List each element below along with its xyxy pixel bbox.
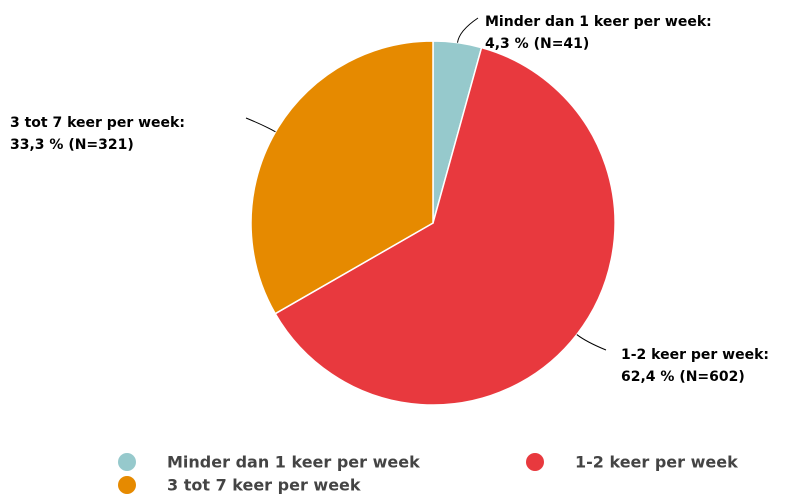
legend-label: 1-2 keer per week xyxy=(575,453,738,472)
legend-marker xyxy=(118,476,136,494)
legend-label: 3 tot 7 keer per week xyxy=(167,476,361,495)
legend-marker xyxy=(526,453,544,471)
label-connector xyxy=(245,117,276,133)
data-label-name: 1-2 keer per week: xyxy=(621,347,769,363)
label-connector xyxy=(457,17,479,43)
pie-slice xyxy=(274,46,616,406)
data-label-value: 4,3 % (N=41) xyxy=(485,36,589,52)
data-label-value: 62,4 % (N=602) xyxy=(621,369,745,385)
data-label-name: Minder dan 1 keer per week: xyxy=(485,14,712,30)
data-label-name: 3 tot 7 keer per week: xyxy=(10,115,185,131)
legend-marker xyxy=(118,453,136,471)
legend-label: Minder dan 1 keer per week xyxy=(167,453,420,472)
label-connector xyxy=(576,334,607,351)
data-label-value: 33,3 % (N=321) xyxy=(10,137,134,153)
